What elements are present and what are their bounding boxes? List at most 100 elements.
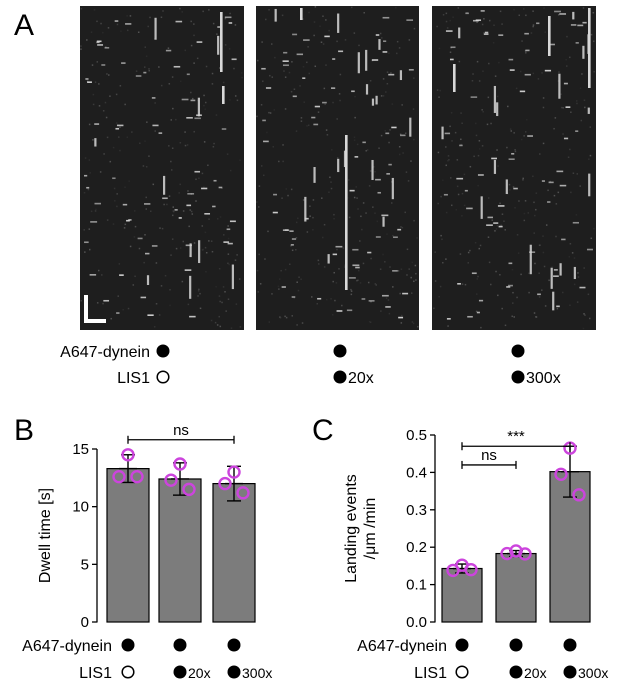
kymograph-noise <box>312 199 315 201</box>
kymograph-noise <box>541 289 543 291</box>
kymograph-noise <box>439 285 442 288</box>
replicate-point <box>554 467 568 481</box>
kymograph-noise <box>398 146 401 148</box>
kymograph-noise <box>445 164 448 167</box>
kymograph-noise <box>542 251 545 254</box>
kymograph-noise <box>190 91 192 94</box>
kymograph-noise <box>488 261 491 264</box>
kymograph-noise <box>96 20 98 23</box>
kymograph-noise <box>119 126 121 129</box>
kymograph-noise <box>129 245 132 248</box>
binding-event <box>385 132 390 135</box>
kymograph-noise <box>293 297 296 299</box>
kymograph-noise <box>457 7 460 9</box>
binding-event <box>351 90 355 93</box>
kymograph-noise <box>88 248 91 251</box>
kymograph-noise <box>184 49 187 52</box>
kymograph-noise <box>521 40 523 42</box>
kymograph-noise <box>445 146 447 148</box>
lis1-present-marker <box>333 370 347 384</box>
kymograph-noise <box>256 59 259 62</box>
kymograph-noise <box>372 206 374 208</box>
kymograph-noise <box>297 289 300 292</box>
kymograph-noise <box>518 14 521 17</box>
kymograph-noise <box>329 176 331 179</box>
kymograph-noise <box>216 218 219 220</box>
kymograph-noise <box>144 46 147 48</box>
kymograph-noise <box>112 223 115 225</box>
kymograph-noise <box>240 72 243 74</box>
kymograph-noise <box>106 136 109 139</box>
kymograph-noise <box>295 248 297 251</box>
kymograph-noise <box>116 23 119 26</box>
kymograph-noise <box>145 55 148 57</box>
kymograph-noise <box>463 173 466 176</box>
kymograph-noise <box>190 44 193 47</box>
kymograph-noise <box>333 213 335 216</box>
kymograph-panel <box>432 6 596 330</box>
kymograph-noise <box>442 261 444 264</box>
kymograph-noise <box>124 103 126 106</box>
kymograph-noise <box>410 160 412 162</box>
kymograph-noise <box>295 236 298 239</box>
kymograph-noise <box>520 138 523 141</box>
kymograph-noise <box>154 102 156 104</box>
kymograph-noise <box>281 197 283 199</box>
kymograph-noise <box>181 11 184 13</box>
binding-event <box>85 78 89 80</box>
binding-event <box>96 40 102 43</box>
binding-event <box>332 253 338 256</box>
kymograph-noise <box>458 60 461 63</box>
kymograph-noise <box>347 179 350 181</box>
binding-event <box>151 245 158 247</box>
binding-event <box>135 75 142 77</box>
binding-event <box>103 299 110 302</box>
kymograph-noise <box>389 129 391 131</box>
kymograph-noise <box>413 280 415 283</box>
kymograph-noise <box>406 274 408 276</box>
binding-event <box>125 23 132 25</box>
kymograph-noise <box>509 128 512 130</box>
kymograph-noise <box>497 294 499 297</box>
binding-event <box>368 300 375 302</box>
kymograph-noise <box>227 262 229 265</box>
kymograph-noise <box>356 143 359 146</box>
kymograph-noise <box>284 76 287 78</box>
kymograph-noise <box>145 196 147 199</box>
kymograph-noise <box>278 160 280 163</box>
kymograph-noise <box>328 29 330 32</box>
kymograph-noise <box>487 236 490 238</box>
kymograph-noise <box>233 67 235 70</box>
binding-event <box>400 134 406 137</box>
kymograph-noise <box>256 201 258 203</box>
kymograph-noise <box>281 14 284 17</box>
binding-event <box>186 117 193 119</box>
kymograph-noise <box>527 212 530 214</box>
dwell-streak <box>365 84 369 95</box>
kymograph-noise <box>369 170 372 172</box>
kymograph-noise <box>406 248 409 251</box>
binding-event <box>559 13 567 15</box>
kymograph-noise <box>88 123 91 126</box>
kymograph-noise <box>144 234 146 236</box>
binding-event <box>484 31 489 34</box>
binding-event <box>508 58 514 61</box>
kymograph-noise <box>413 138 415 141</box>
kymograph-noise <box>291 249 294 252</box>
binding-event <box>184 269 192 271</box>
kymograph-noise <box>98 83 100 85</box>
kymograph-noise <box>155 262 158 264</box>
kymograph-noise <box>408 39 411 41</box>
kymograph-noise <box>91 64 94 66</box>
kymograph-noise <box>284 108 287 110</box>
kymograph-noise <box>518 200 520 202</box>
kymograph-noise <box>530 32 533 34</box>
kymograph-noise <box>97 269 100 272</box>
binding-event <box>537 293 541 296</box>
dwell-streak <box>274 8 277 22</box>
binding-event <box>371 59 379 61</box>
binding-event <box>548 181 554 184</box>
binding-event <box>313 123 319 126</box>
kymograph-noise <box>152 183 155 186</box>
kymograph-noise <box>218 295 221 297</box>
